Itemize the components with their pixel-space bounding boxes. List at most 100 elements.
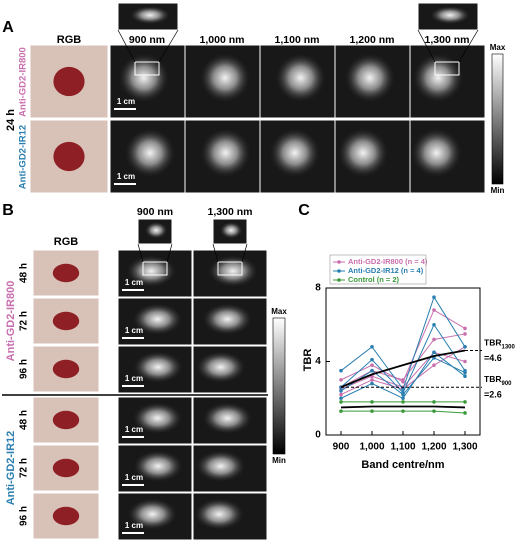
nir-signal: [343, 52, 397, 104]
annotation-subscript: 900: [501, 381, 512, 387]
nir-signal: [126, 497, 179, 531]
scale-bar-label: 1 cm: [125, 473, 143, 482]
x-tick-label: 1,100: [390, 442, 415, 453]
legend-box: [329, 254, 427, 285]
zoom-line: [458, 29, 479, 63]
scale-bar-label: 1 cm: [117, 172, 135, 181]
data-point: [463, 400, 467, 404]
group-label: Anti-GD2-IR800: [18, 47, 29, 117]
scale-bar-label: 1 cm: [125, 278, 143, 287]
y-tick-label: 8: [315, 283, 321, 294]
legend-label: Control (n = 2): [348, 275, 400, 284]
data-point: [432, 337, 436, 342]
time-label: 48 h: [19, 410, 30, 430]
colorbar-max: Max: [271, 307, 287, 316]
data-point: [463, 359, 467, 364]
data-point: [339, 409, 343, 413]
annotation-subscript: 1300: [501, 344, 515, 350]
tumor: [52, 359, 80, 379]
nir-signal: [199, 127, 252, 179]
column-heading: 1,300 nm: [425, 34, 470, 46]
tumor: [52, 506, 80, 526]
panel-label: C: [298, 202, 310, 219]
roi-box: [434, 61, 460, 76]
tumor: [52, 410, 80, 430]
nir-signal: [132, 449, 184, 483]
legend-marker: [337, 278, 341, 282]
x-tick-label: 900: [333, 442, 350, 453]
group-label: Anti-GD2-IR12: [5, 431, 17, 506]
colorbar: [272, 317, 286, 455]
nir-signal: [194, 449, 247, 483]
data-point: [432, 363, 436, 367]
nir-signal: [219, 221, 244, 239]
nir-signal: [198, 52, 252, 104]
tumor: [52, 263, 80, 283]
colorbar-min: Min: [491, 186, 505, 195]
scale-bar-label: 1 cm: [125, 326, 143, 335]
roi-box: [217, 261, 243, 276]
time-label: 72 h: [19, 311, 30, 331]
nir-signal: [268, 127, 322, 179]
zoom-line: [241, 243, 248, 263]
nir-signal: [193, 497, 246, 531]
column-heading: 1,000 nm: [200, 34, 245, 46]
tumor: [53, 66, 85, 97]
nir-signal: [411, 52, 465, 104]
tumor: [52, 458, 80, 478]
fit-line: [340, 349, 466, 389]
column-heading: RGB: [57, 34, 82, 46]
zoom-line: [158, 29, 179, 63]
legend-label: Anti-GD2-IR800 (n = 4): [348, 257, 428, 266]
data-point: [339, 389, 343, 393]
nir-signal: [117, 52, 170, 104]
group-label: Anti-GD2-IR800: [5, 281, 17, 362]
zoom-line: [117, 29, 136, 63]
data-point: [339, 368, 343, 373]
x-axis-label: Band centre/nm: [361, 459, 444, 471]
roi-box: [134, 61, 160, 76]
annotation-value: =4.6: [484, 353, 502, 363]
annotation-label: TBR1300: [484, 338, 515, 350]
data-point: [432, 308, 436, 312]
nir-signal: [201, 302, 254, 336]
nir-signal: [125, 254, 178, 288]
scale-bar-label: 1 cm: [125, 521, 143, 530]
nir-signal: [201, 401, 254, 435]
data-point: [370, 378, 374, 382]
x-tick-label: 1,300: [452, 442, 477, 453]
data-point: [370, 409, 374, 413]
data-point: [432, 322, 436, 327]
nir-signal: [131, 302, 184, 336]
column-heading: RGB: [54, 236, 79, 248]
annotation-text: TBR: [484, 338, 501, 348]
data-point: [463, 332, 467, 336]
time-label: 72 h: [19, 458, 30, 478]
group-label: Anti-GD2-IR12: [18, 125, 29, 189]
colorbar-max: Max: [490, 43, 506, 52]
zoom-line: [212, 243, 219, 263]
rgb-photo: [32, 396, 100, 444]
column-heading: 900 nm: [129, 34, 165, 46]
scale-bar-label: 1 cm: [125, 425, 143, 434]
zoom-line: [417, 29, 436, 63]
data-point: [463, 374, 467, 379]
data-point: [401, 396, 405, 401]
data-point: [432, 350, 436, 355]
tumor: [53, 141, 85, 172]
data-point: [401, 400, 405, 404]
data-point: [401, 392, 405, 397]
nir-signal: [129, 5, 172, 25]
column-heading: 1,200 nm: [350, 34, 395, 46]
roi-box: [142, 261, 168, 276]
y-tick-label: 4: [315, 356, 321, 367]
zoom-line: [137, 243, 144, 263]
nir-signal: [207, 254, 259, 288]
annotation-text: TBR: [484, 374, 501, 384]
data-point: [370, 381, 374, 386]
data-point: [339, 400, 343, 404]
data-point: [463, 326, 467, 331]
panel-label: A: [2, 19, 14, 36]
legend-marker: [337, 260, 341, 264]
x-tick-label: 1,200: [421, 442, 446, 453]
